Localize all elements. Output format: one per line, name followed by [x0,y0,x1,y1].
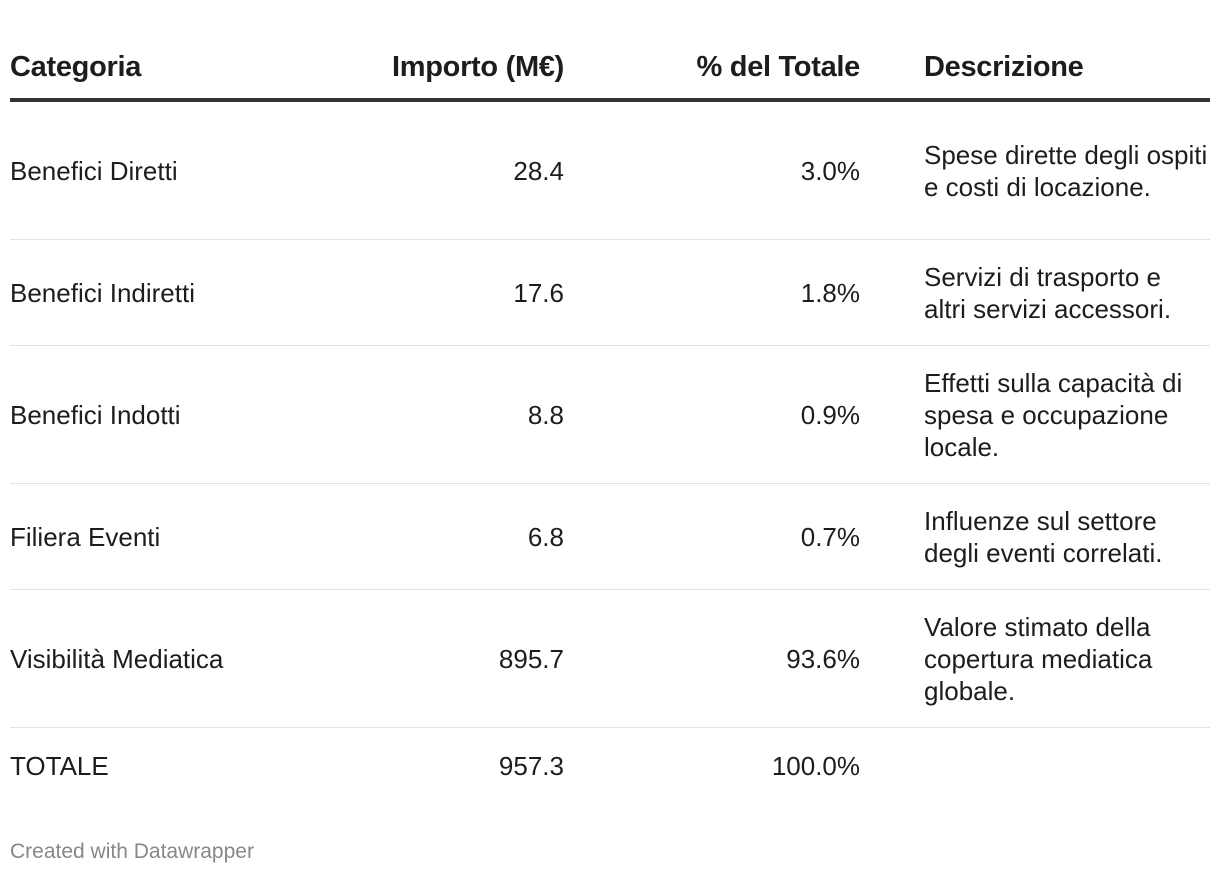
header-row: Categoria Importo (M€) % del Totale Desc… [10,36,1210,102]
column-header-importo: Importo (M€) [320,36,564,102]
cell-importo: 17.6 [320,239,564,346]
cell-percentuale: 0.7% [564,483,860,590]
table-row: Filiera Eventi 6.8 0.7% Influenze sul se… [10,483,1210,590]
table-row: Benefici Indiretti 17.6 1.8% Servizi di … [10,239,1210,346]
cell-categoria: Visibilità Mediatica [10,589,320,728]
cell-descrizione: Valore stimato della copertura mediatica… [860,589,1210,728]
cell-categoria: Filiera Eventi [10,483,320,590]
cell-importo: 6.8 [320,483,564,590]
cell-descrizione: Effetti sulla capacità di spesa e occupa… [860,345,1210,484]
data-table-container: Categoria Importo (M€) % del Totale Desc… [10,36,1210,804]
data-table: Categoria Importo (M€) % del Totale Desc… [10,36,1210,804]
cell-descrizione: Influenze sul settore degli eventi corre… [860,483,1210,590]
cell-categoria: Benefici Indiretti [10,239,320,346]
cell-importo: 895.7 [320,589,564,728]
table-row: Benefici Diretti 28.4 3.0% Spese dirette… [10,100,1210,240]
cell-percentuale: 93.6% [564,589,860,728]
cell-importo: 957.3 [498,751,564,781]
cell-importo: 28.4 [320,100,564,240]
cell-importo: 8.8 [320,345,564,484]
cell-categoria: TOTALE [10,751,109,781]
cell-percentuale: 100.0% [771,751,860,781]
cell-descrizione: Spese dirette degli ospiti e costi di lo… [860,100,1210,240]
table-row: Benefici Indotti 8.8 0.9% Effetti sulla … [10,345,1210,484]
table-row: Visibilità Mediatica 895.7 93.6% Valore … [10,589,1210,728]
table-header: Categoria Importo (M€) % del Totale Desc… [10,36,1210,102]
cell-descrizione [860,728,1210,805]
cell-categoria: Benefici Indotti [10,345,320,484]
table-body: Benefici Diretti 28.4 3.0% Spese dirette… [10,100,1210,804]
table-row-total: TOTALE 957.3 100.0% [10,728,1210,805]
cell-percentuale: 1.8% [564,239,860,346]
cell-percentuale: 3.0% [564,100,860,240]
column-header-percentuale: % del Totale [564,36,860,102]
cell-categoria: Benefici Diretti [10,100,320,240]
cell-percentuale: 0.9% [564,345,860,484]
column-header-categoria: Categoria [10,36,320,102]
cell-descrizione: Servizi di trasporto e altri servizi acc… [860,239,1210,346]
column-header-descrizione: Descrizione [860,36,1210,102]
footer-credit: Created with Datawrapper [10,840,254,863]
